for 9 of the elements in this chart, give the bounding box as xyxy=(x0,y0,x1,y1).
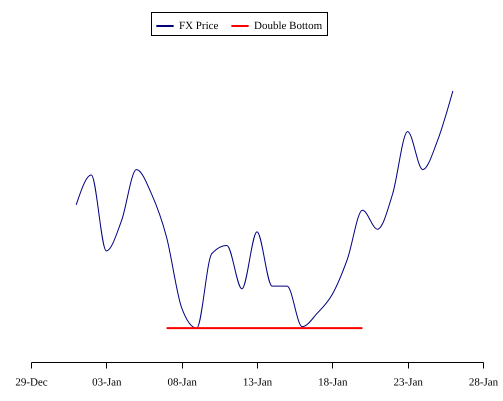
x-tick-label: 13-Jan xyxy=(242,376,273,388)
legend-label: FX Price xyxy=(179,20,219,32)
legend-label: Double Bottom xyxy=(254,20,323,32)
x-tick-label: 23-Jan xyxy=(394,376,424,388)
x-tick-label: 03-Jan xyxy=(92,376,122,388)
x-tick-label: 28-Jan xyxy=(468,376,499,388)
x-tick-label: 08-Jan xyxy=(168,376,198,388)
x-tick-label: 29-Dec xyxy=(15,376,48,388)
x-tick-label: 18-Jan xyxy=(318,376,348,388)
